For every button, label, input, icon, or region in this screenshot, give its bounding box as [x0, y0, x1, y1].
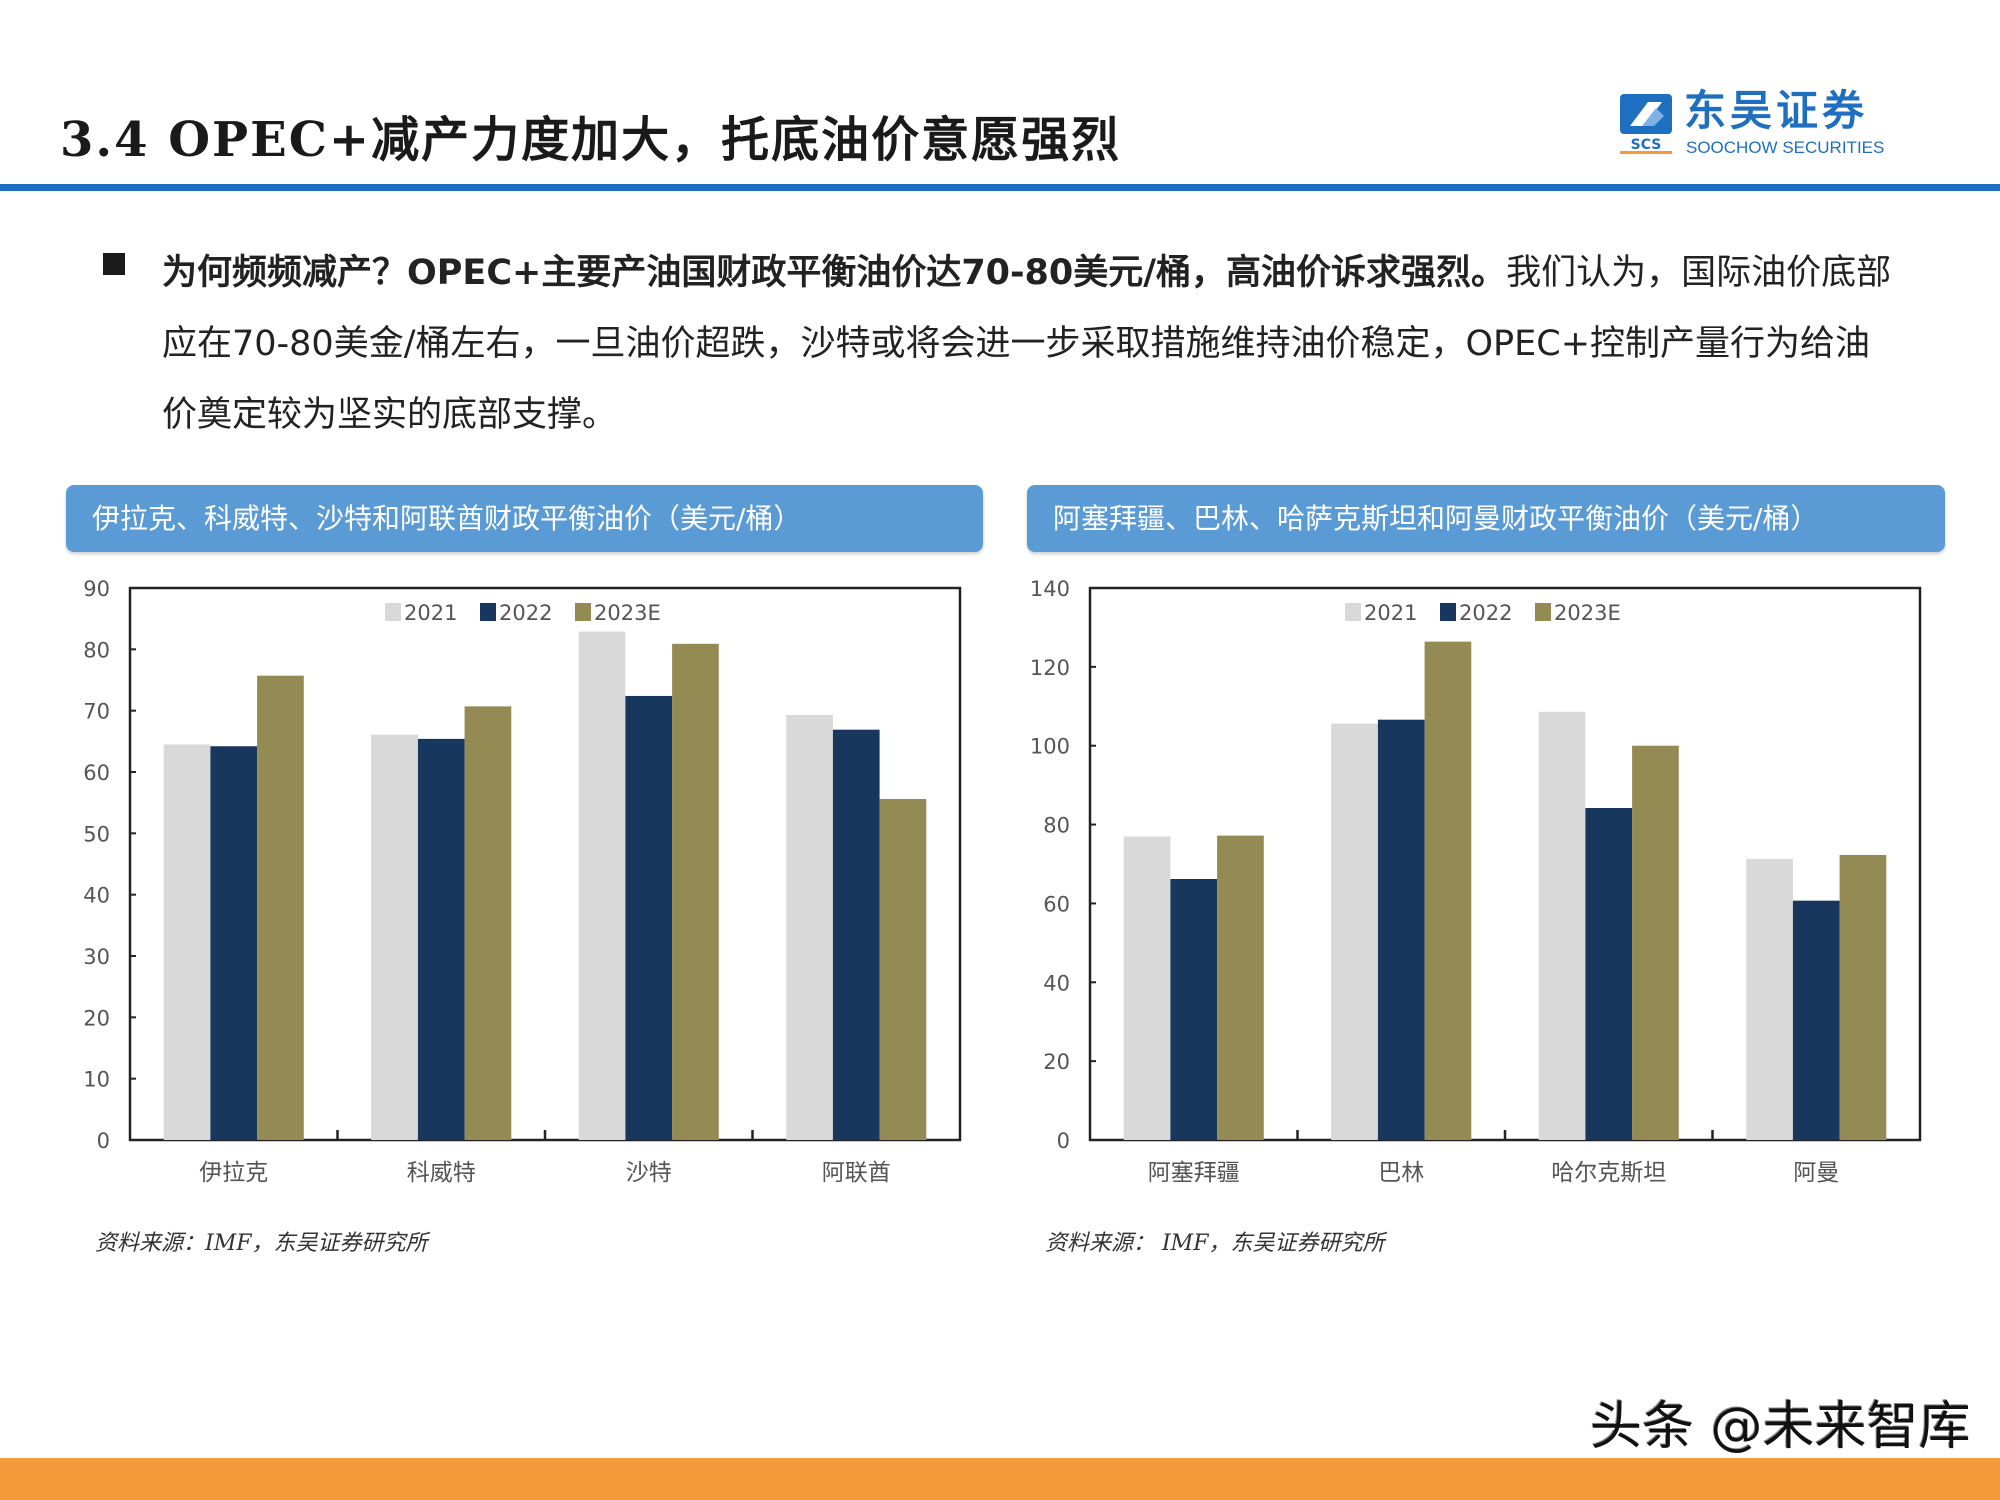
- logo-mark-text: SCS: [1631, 137, 1662, 153]
- legend-label: 2021: [1364, 601, 1417, 625]
- y-tick-label: 60: [1043, 892, 1070, 916]
- bar-2022-阿曼: [1792, 900, 1840, 1140]
- legend-swatch: [385, 603, 401, 621]
- x-category-label: 阿曼: [1793, 1160, 1839, 1186]
- watermark: 头条 @未来智库: [1590, 1397, 1971, 1457]
- legend-label: 2023E: [594, 601, 661, 625]
- legend-swatch: [575, 603, 591, 621]
- y-tick-label: 0: [97, 1129, 110, 1153]
- y-tick-label: 60: [83, 761, 110, 785]
- bar-2022-沙特: [625, 695, 673, 1140]
- x-category-label: 沙特: [626, 1160, 672, 1186]
- right-chart-source: 资料来源： IMF，东吴证券研究所: [1045, 1231, 1385, 1256]
- y-tick-label: 70: [83, 700, 110, 724]
- page-title: 3.4 OPEC+减产力度加大，托底油价意愿强烈: [60, 112, 1122, 168]
- y-tick-label: 140: [1030, 577, 1070, 601]
- y-tick-label: 120: [1030, 656, 1070, 680]
- bar-2023E-哈尔克斯坦: [1632, 745, 1679, 1140]
- y-tick-label: 80: [83, 638, 110, 662]
- bar-2021-哈尔克斯坦: [1538, 711, 1586, 1140]
- y-tick-label: 80: [1043, 814, 1070, 838]
- body-normal-text: 我们认为，国际油价底部应在70-80美金/桶左右，一旦油价超跌，沙特或将会进一步…: [162, 253, 1892, 435]
- bar-2022-巴林: [1377, 719, 1425, 1140]
- y-tick-label: 40: [83, 884, 110, 908]
- bar-2022-阿联酋: [832, 729, 880, 1140]
- bar-2022-阿塞拜疆: [1170, 878, 1218, 1140]
- legend-label: 2021: [404, 601, 457, 625]
- bar-2023E-沙特: [672, 643, 719, 1140]
- header-divider: [0, 184, 2000, 191]
- footer-bar: [0, 1458, 2000, 1500]
- legend-swatch: [1345, 603, 1361, 621]
- bar-2023E-阿曼: [1839, 854, 1887, 1140]
- company-logo: SCS 东吴证券 SOOCHOW SECURITIES: [1618, 88, 1918, 162]
- right-chart-title-text: 阿塞拜疆、巴林、哈萨克斯坦和阿曼财政平衡油价（美元/桶）: [1053, 502, 1819, 535]
- x-category-label: 哈尔克斯坦: [1551, 1160, 1666, 1186]
- y-tick-label: 50: [83, 822, 110, 846]
- logo-chinese-name: 东吴证券: [1684, 86, 1869, 135]
- legend-swatch: [1535, 603, 1551, 621]
- bar-2023E-阿塞拜疆: [1217, 835, 1264, 1140]
- left-bar-chart: 0 10 20 30 40 50 60 70 80 90 伊拉克 科威特 沙特 阿联酋 2021 2022 20…: [83, 577, 962, 1186]
- x-category-label: 伊拉克: [199, 1160, 268, 1186]
- y-tick-label: 20: [1043, 1050, 1070, 1074]
- bar-2023E-阿联酋: [879, 798, 927, 1140]
- left-chart-source: 资料来源：IMF，东吴证券研究所: [95, 1231, 428, 1256]
- y-tick-label: 20: [83, 1006, 110, 1030]
- left-chart-title-text: 伊拉克、科威特、沙特和阿联酋财政平衡油价（美元/桶）: [92, 502, 802, 535]
- bar-2021-沙特: [578, 631, 626, 1140]
- body-paragraph: 为何频频减产？OPEC+主要产油国财政平衡油价达70-80美元/桶，高油价诉求强…: [162, 238, 1902, 451]
- x-category-label: 阿塞拜疆: [1148, 1160, 1240, 1186]
- right-chart-title: 阿塞拜疆、巴林、哈萨克斯坦和阿曼财政平衡油价（美元/桶）: [1027, 485, 1945, 552]
- right-bar-chart: 0 20 40 60 80 100 120 140 阿塞拜疆 巴林 哈尔克斯坦 阿曼 2021 2022 2…: [1030, 577, 1922, 1186]
- y-tick-label: 90: [83, 577, 110, 601]
- bar-2021-阿塞拜疆: [1123, 836, 1171, 1140]
- bar-2021-科威特: [371, 734, 418, 1140]
- y-tick-label: 30: [83, 945, 110, 969]
- legend-label: 2022: [1459, 601, 1512, 625]
- legend-label: 2022: [499, 601, 552, 625]
- bar-2023E-巴林: [1424, 641, 1472, 1140]
- bar-2022-伊拉克: [210, 746, 258, 1140]
- scs-logo-icon: SCS: [1620, 94, 1672, 154]
- x-category-label: 巴林: [1378, 1160, 1424, 1186]
- y-tick-label: 40: [1043, 971, 1070, 995]
- legend-swatch: [1440, 603, 1456, 621]
- bar-2023E-科威特: [464, 706, 512, 1140]
- bar-2021-巴林: [1331, 723, 1378, 1140]
- y-tick-label: 100: [1030, 735, 1070, 759]
- y-tick-label: 10: [83, 1068, 110, 1092]
- left-chart-title: 伊拉克、科威特、沙特和阿联酋财政平衡油价（美元/桶）: [66, 485, 983, 552]
- bullet-square-icon: [103, 253, 125, 275]
- bar-2021-伊拉克: [163, 744, 211, 1140]
- y-tick-label: 0: [1057, 1129, 1070, 1153]
- bar-2022-哈尔克斯坦: [1585, 808, 1633, 1140]
- body-bold-text: 为何频频减产？OPEC+主要产油国财政平衡油价达70-80美元/桶，高油价诉求强…: [162, 253, 1507, 293]
- x-category-label: 阿联酋: [822, 1160, 891, 1186]
- bar-2021-阿曼: [1746, 858, 1793, 1140]
- bar-2021-阿联酋: [786, 714, 833, 1140]
- x-category-label: 科威特: [407, 1160, 476, 1186]
- legend-label: 2023E: [1554, 601, 1621, 625]
- bar-2022-科威特: [417, 738, 465, 1140]
- logo-english-name: SOOCHOW SECURITIES: [1686, 138, 1885, 157]
- legend-swatch: [480, 603, 496, 621]
- bar-2023E-伊拉克: [257, 675, 304, 1140]
